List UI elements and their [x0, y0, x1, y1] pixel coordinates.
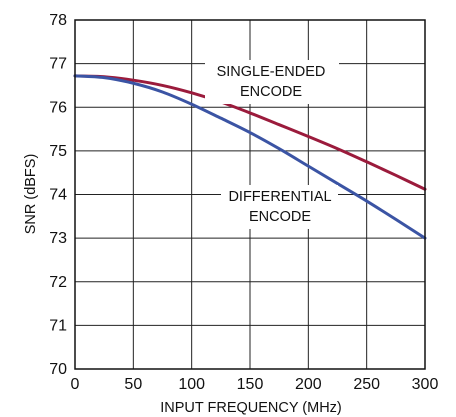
y-tick-label: 73 — [49, 230, 67, 247]
y-axis-title: SNR (dBFS) — [23, 154, 39, 235]
differential-label-line2: ENCODE — [249, 209, 311, 225]
x-tick-label: 100 — [178, 376, 205, 393]
single-ended-label-line2: ENCODE — [240, 84, 302, 100]
x-tick-label: 50 — [124, 376, 142, 393]
tick-labels: 0 50 100 150 200 250 300 70 71 72 73 74 75 76 77 78 — [49, 12, 438, 393]
y-tick-label: 74 — [49, 187, 67, 204]
y-tick-label: 76 — [49, 99, 67, 116]
series-lines — [73, 74, 427, 240]
differential-series-line — [73, 74, 427, 240]
plot-frame — [74, 19, 426, 370]
single-ended-label-bg — [205, 60, 339, 104]
y-tick-label: 75 — [49, 143, 67, 160]
differential-label-line1: DIFFERENTIAL — [228, 189, 331, 205]
y-tick-label: 78 — [49, 12, 67, 29]
y-tick-label: 77 — [49, 56, 67, 73]
single-ended-series-line — [73, 74, 427, 191]
plot-border — [74, 19, 426, 370]
differential-label-bg — [221, 185, 338, 229]
x-tick-label: 200 — [295, 376, 322, 393]
x-axis-title: INPUT FREQUENCY (MHz) — [160, 400, 342, 416]
x-tick-label: 0 — [71, 376, 80, 393]
single-ended-label-line1: SINGLE-ENDED — [217, 64, 326, 80]
x-tick-label: 300 — [412, 376, 439, 393]
x-tick-label: 150 — [237, 376, 264, 393]
x-tick-label: 250 — [353, 376, 380, 393]
y-tick-label: 71 — [49, 317, 67, 334]
y-tick-label: 70 — [49, 361, 67, 378]
y-tick-label: 72 — [49, 274, 67, 291]
